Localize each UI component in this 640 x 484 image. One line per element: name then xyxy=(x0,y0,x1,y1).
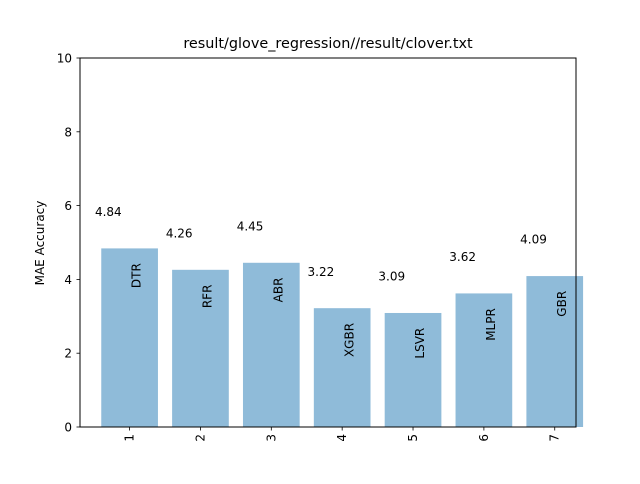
bar-label-1: DTR xyxy=(130,263,144,288)
y-tick-label-4: 4 xyxy=(64,273,72,287)
x-tick-label-7: 7 xyxy=(548,434,562,442)
y-tick-label-0: 0 xyxy=(64,421,72,435)
bar-7 xyxy=(526,276,584,427)
bar-2 xyxy=(172,269,229,427)
x-tick-label-1: 1 xyxy=(123,434,137,442)
y-tick-label-6: 6 xyxy=(64,199,72,213)
x-tick-label-6: 6 xyxy=(477,434,491,442)
value-label-1: 4.84 xyxy=(95,205,122,219)
bar-label-7: GBR xyxy=(555,291,569,317)
y-tick-label-10: 10 xyxy=(57,52,72,66)
y-tick-label-2: 2 xyxy=(64,347,72,361)
value-label-2: 4.26 xyxy=(166,226,193,240)
y-tick-label-8: 8 xyxy=(64,125,72,139)
value-label-3: 4.45 xyxy=(237,219,264,233)
bar-label-4: XGBR xyxy=(342,323,356,357)
bar-6 xyxy=(455,293,513,427)
bar-label-3: ABR xyxy=(271,278,285,303)
bar-label-2: RFR xyxy=(201,285,215,309)
y-axis-label: MAE Accuracy xyxy=(33,201,47,286)
value-label-6: 3.62 xyxy=(449,250,476,264)
value-label-7: 4.09 xyxy=(520,233,547,247)
chart-title: result/glove_regression//result/clover.t… xyxy=(183,36,473,52)
x-tick-label-5: 5 xyxy=(406,434,420,442)
bar-label-5: LSVR xyxy=(413,328,427,359)
value-label-5: 3.09 xyxy=(378,270,405,284)
plot-frame xyxy=(79,57,577,428)
ticks-layer: 1 2 3 4 5 6 7 0 2 4 6 8 10 xyxy=(57,52,562,442)
x-tick-label-2: 2 xyxy=(193,434,207,442)
bar-1 xyxy=(101,248,158,427)
bars-layer: 4.84 DTR 4.26 RFR 4.45 ABR 3.22 XGBR 3.09 LSVR 3.6… xyxy=(95,205,584,427)
bar-label-6: MLPR xyxy=(484,308,498,341)
x-tick-label-3: 3 xyxy=(264,434,278,442)
x-tick-label-4: 4 xyxy=(335,434,349,442)
value-label-4: 3.22 xyxy=(308,265,335,279)
bar-3 xyxy=(242,262,300,427)
bar-4 xyxy=(313,308,371,427)
bar-5 xyxy=(384,312,442,427)
